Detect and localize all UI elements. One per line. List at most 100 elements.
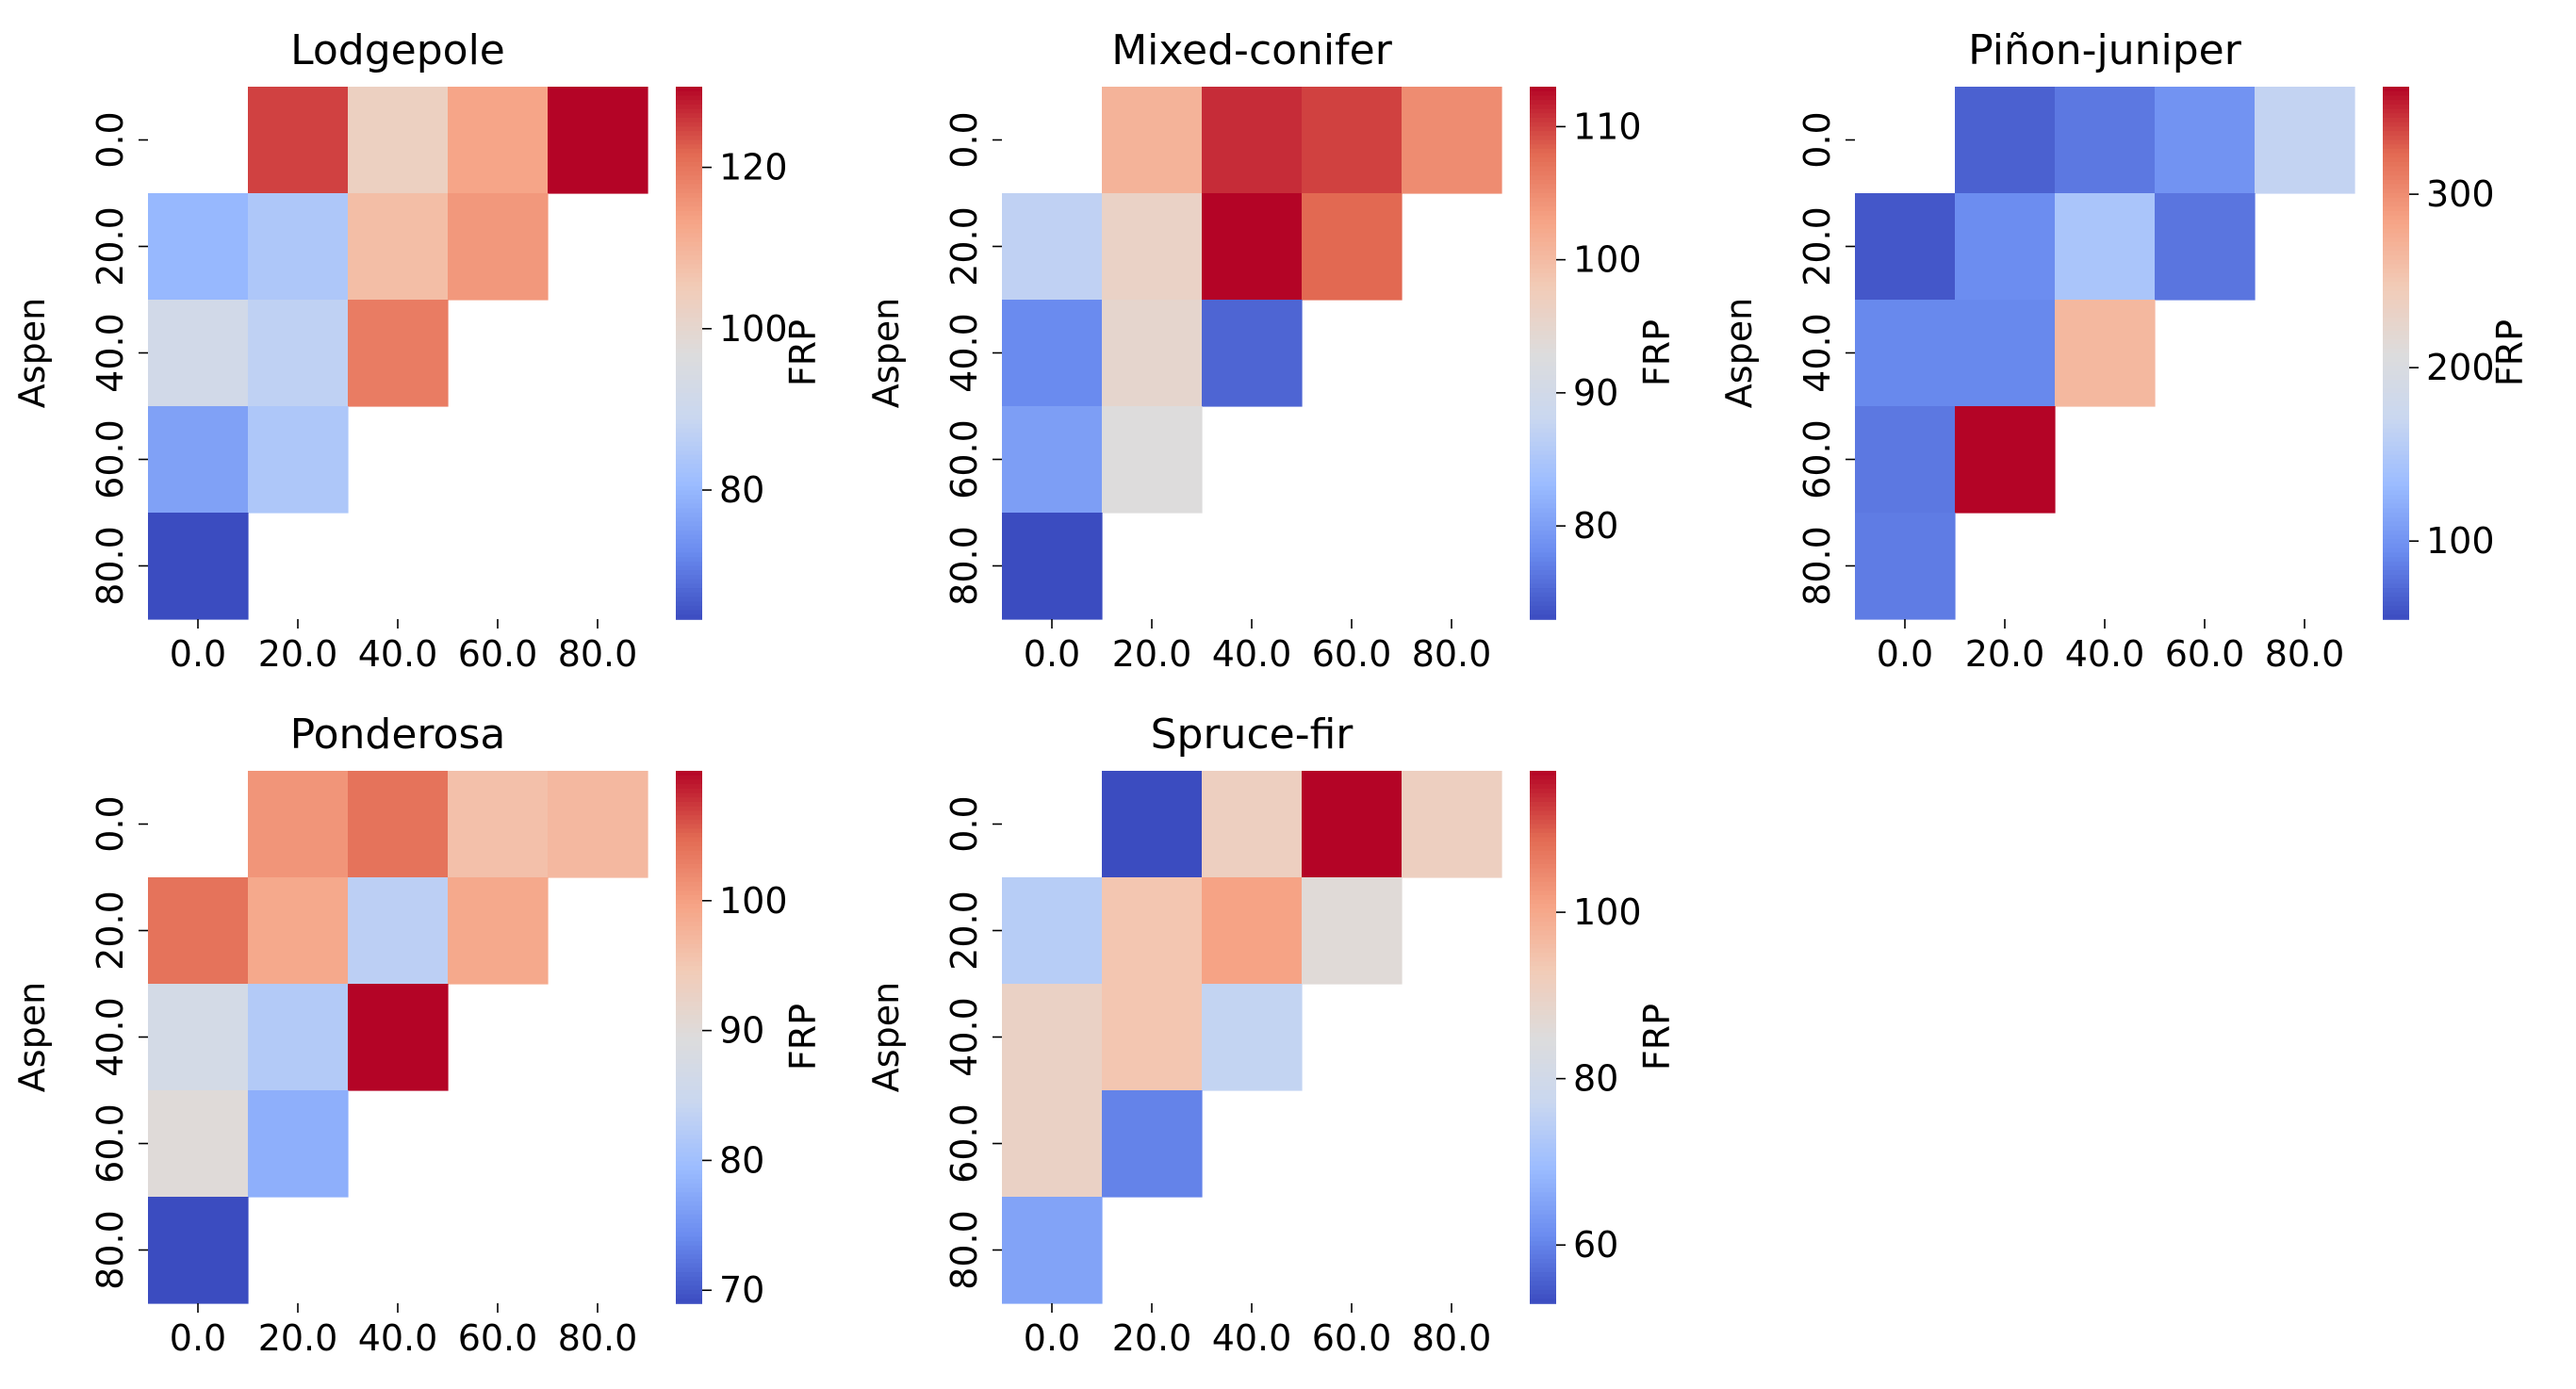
heatmap-cell-r1-c0 [1855,193,1956,301]
colorbar-segment [2383,490,2409,496]
colorbar-tick-label: 110 [1573,106,1642,147]
colorbar-segment [1530,1201,1556,1207]
colorbar-segment [676,1059,702,1065]
colorbar-segment [676,415,702,420]
colorbar-segment [1530,233,1556,238]
colorbar-segment [1530,286,1556,292]
colorbar-segment [1530,784,1556,790]
heatmap-cell-r1-c0 [148,877,249,985]
panel-title: Mixed-conifer [1111,26,1393,74]
colorbar-segment [2383,344,2409,350]
colorbar-segment [1530,495,1556,500]
colorbar-segment [676,348,702,354]
y-tick-label: 0.0 [943,795,985,852]
colorbar-segment [2383,436,2409,443]
colorbar-segment [2383,197,2409,204]
colorbar-segment [1530,498,1556,505]
colorbar-segment [1530,819,1556,825]
colorbar-segment [2383,233,2409,238]
colorbar-segment [2383,303,2409,310]
colorbar-segment [1530,131,1556,137]
colorbar-segment [676,513,702,518]
colorbar-segment [2383,282,2409,287]
colorbar-segment [676,237,702,243]
colorbar-tick-label: 100 [719,308,788,350]
colorbar-segment [676,842,702,847]
colorbar-segment [1530,1086,1556,1091]
colorbar-segment [2383,379,2409,385]
colorbar-segment [1530,850,1556,857]
colorbar-segment [1530,490,1556,496]
heatmap-cell-r0-c4 [548,87,648,194]
colorbar-segment [676,1054,702,1060]
colorbar-segment [676,290,702,297]
colorbar-segment [676,815,702,821]
colorbar-segment [676,410,702,417]
colorbar-segment [676,193,702,199]
colorbar-segment [2383,348,2409,354]
colorbar-segment [1530,904,1556,909]
y-tick-label: 60.0 [90,419,131,499]
colorbar-segment [1530,104,1556,110]
colorbar-segment [1530,899,1556,906]
colorbar-segment [676,113,702,119]
colorbar-segment [2383,223,2409,230]
colorbar-segment [676,282,702,287]
heatmap-cell-r2-c0 [1002,984,1103,1091]
colorbar-segment [676,1001,702,1007]
colorbar-segment [2383,206,2409,212]
heatmap-cell-r2-c1 [248,984,349,1091]
colorbar-segment [676,441,702,448]
colorbar-segment [1530,557,1556,563]
colorbar-segment [676,1019,702,1025]
x-tick-label: 60.0 [458,633,538,675]
colorbar-segment [676,498,702,505]
colorbar-label: FRP [782,1004,824,1070]
colorbar-segment [676,87,702,92]
colorbar-segment [1530,428,1556,434]
colorbar-segment [1530,1289,1556,1296]
colorbar-segment [1530,570,1556,576]
colorbar-segment [1530,321,1556,328]
colorbar-segment [1530,361,1556,368]
colorbar-segment [1530,922,1556,927]
x-tick-label: 60.0 [458,1317,538,1359]
colorbar-segment [676,317,702,323]
colorbar-segment [1530,410,1556,417]
colorbar-segment [676,1210,702,1216]
heatmap-cell-r1-c1 [248,877,349,985]
colorbar-segment [676,188,702,194]
y-axis-label: Aspen [865,298,907,408]
colorbar-segment [2383,454,2409,461]
heatmap-cell-r0-c3 [1302,87,1403,194]
colorbar-segment [676,95,702,101]
heatmap-cell-r1-c2 [1202,193,1303,301]
colorbar-segment [1530,357,1556,363]
colorbar-segment [676,1072,702,1078]
heatmap-cell-r2-c2 [348,984,449,1091]
colorbar-segment [676,855,702,860]
colorbar-segment [2383,259,2409,266]
colorbar-segment [1530,1001,1556,1007]
colorbar-segment [676,428,702,434]
colorbar-segment [1530,326,1556,332]
colorbar-segment [2383,397,2409,403]
colorbar-segment [2383,459,2409,466]
colorbar-segment [1530,948,1556,954]
colorbar-segment [676,961,702,967]
colorbar-segment [2383,237,2409,243]
colorbar-segment [1530,1037,1556,1043]
colorbar-segment [1530,1187,1556,1194]
colorbar-segment [1530,467,1556,474]
colorbar-segment [2383,423,2409,430]
colorbar-segment [1530,392,1556,399]
colorbar-segment [1530,122,1556,128]
colorbar-segment [1530,925,1556,932]
colorbar-tick-label: 100 [2426,520,2495,562]
colorbar-segment [2383,330,2409,336]
panel-title: Lodgepole [290,26,505,74]
colorbar-segment [1530,1210,1556,1216]
heatmap-cell-r0-c3 [2155,87,2256,194]
colorbar-segment [2383,388,2409,394]
colorbar-segment [1530,596,1556,602]
